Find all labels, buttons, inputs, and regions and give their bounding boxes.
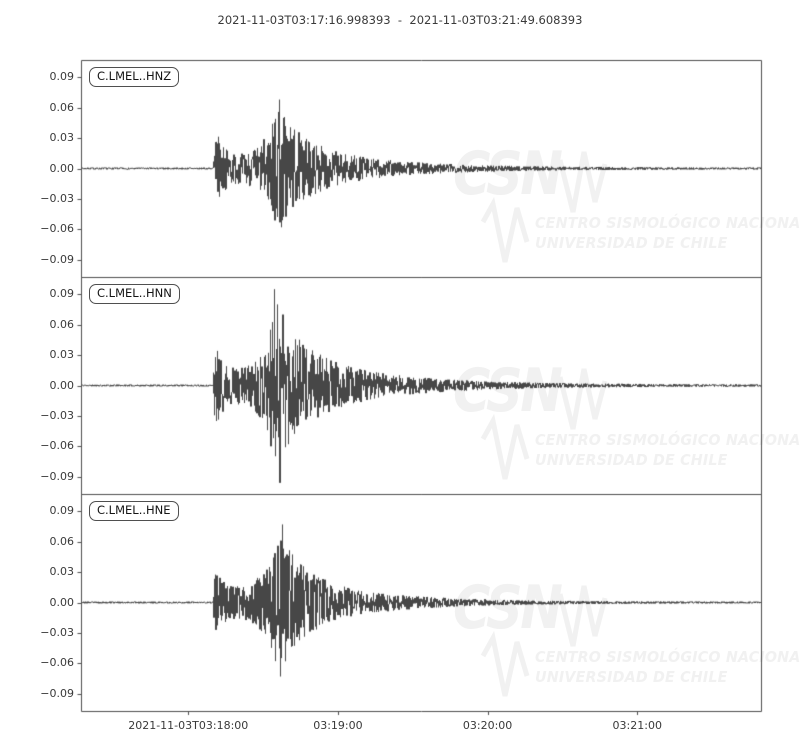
y-tick-label: 0.06 — [49, 317, 75, 331]
y-tick-label: 0.00 — [49, 595, 75, 609]
y-tick-label: 0.09 — [49, 504, 75, 518]
y-tick-label: 0.06 — [49, 534, 75, 548]
y-tick-label: 0.03 — [49, 565, 75, 579]
channel-label-hne: C.LMEL..HNE — [89, 501, 179, 522]
y-tick-label: −0.03 — [40, 408, 74, 422]
y-tick-label: −0.06 — [40, 656, 74, 670]
y-tick-label: 0.00 — [49, 161, 75, 175]
y-tick-label: −0.09 — [40, 252, 74, 266]
x-tick-label: 03:20:00 — [462, 719, 513, 732]
y-tick-label: 0.09 — [49, 70, 75, 84]
y-tick-label: −0.09 — [40, 469, 74, 483]
x-tick-label: 2021-11-03T03:18:00 — [128, 719, 249, 732]
x-tick-label: 03:21:00 — [612, 719, 662, 732]
y-tick-label: −0.03 — [40, 625, 74, 639]
y-tick-label: 0.00 — [49, 378, 75, 392]
y-tick-label: −0.09 — [40, 686, 74, 700]
channel-label-hnz: C.LMEL..HNZ — [89, 67, 180, 88]
y-tick-label: 0.03 — [49, 348, 75, 362]
y-tick-label: 0.03 — [49, 131, 75, 145]
y-tick-label: −0.06 — [40, 439, 74, 453]
y-tick-label: −0.03 — [40, 191, 74, 205]
channel-label-hnn: C.LMEL..HNN — [89, 284, 180, 305]
y-tick-label: −0.06 — [40, 222, 74, 236]
y-tick-label: 0.09 — [49, 287, 75, 301]
y-tick-label: 0.06 — [49, 100, 75, 114]
x-tick-label: 03:19:00 — [313, 719, 363, 732]
